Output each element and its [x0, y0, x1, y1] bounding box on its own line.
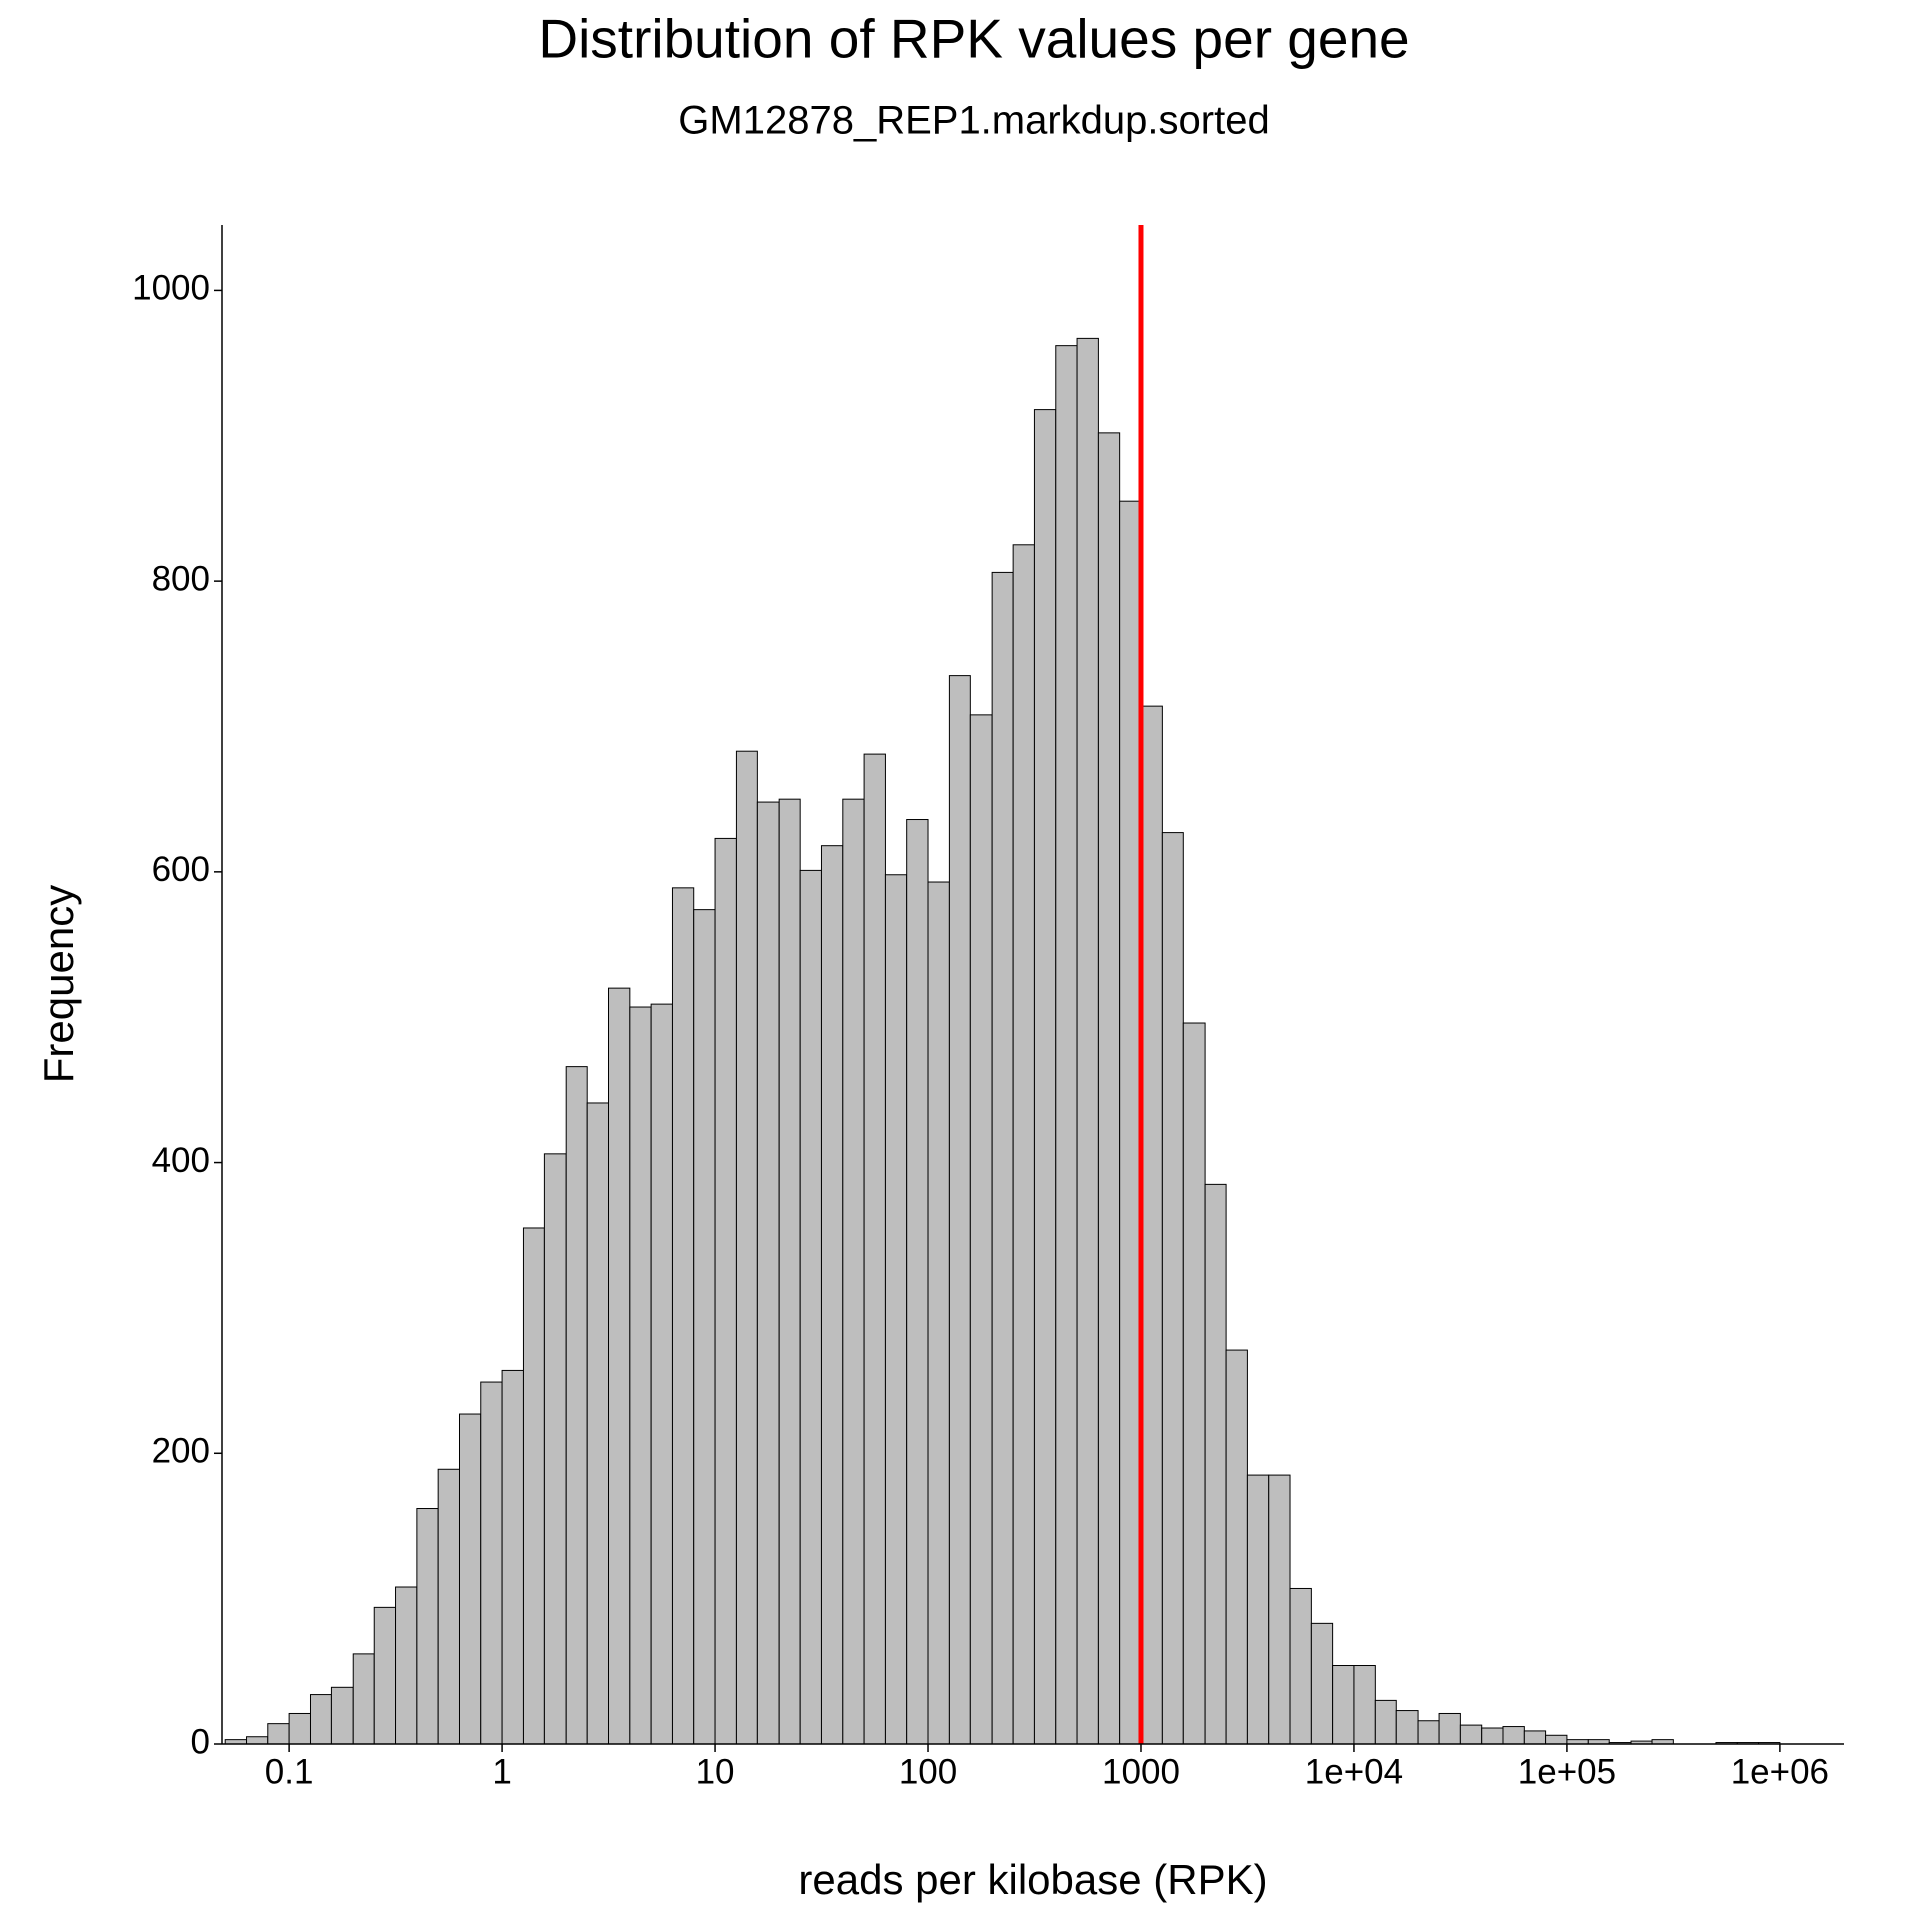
bar: [778, 798, 801, 1745]
bar: [820, 845, 844, 1745]
bar: [309, 1694, 332, 1745]
bar: [1268, 1474, 1291, 1745]
bar: [246, 1736, 269, 1745]
x-tick-label: 1000: [1102, 1752, 1180, 1791]
bar: [458, 1413, 482, 1745]
bar: [1481, 1727, 1504, 1745]
y-tick-label: 200: [152, 1432, 210, 1471]
bar: [565, 1066, 588, 1745]
bar: [1310, 1622, 1334, 1745]
x-tick-label: 100: [899, 1752, 957, 1791]
bar: [373, 1606, 397, 1745]
y-tick-label: 0: [191, 1722, 210, 1761]
bar: [629, 1006, 652, 1745]
bar: [969, 714, 993, 1745]
y-tick-label: 400: [152, 1141, 210, 1180]
bar: [948, 675, 971, 1745]
x-tick-label: 1: [492, 1752, 511, 1791]
bar: [884, 874, 908, 1745]
bar: [501, 1369, 524, 1745]
bar: [352, 1653, 375, 1745]
bar: [1459, 1724, 1483, 1745]
bar: [1140, 705, 1163, 1745]
bar: [863, 753, 886, 1745]
chart-subtitle: GM12878_REP1.markdup.sorted: [678, 99, 1269, 143]
bar: [1374, 1699, 1397, 1745]
bar: [1395, 1710, 1419, 1745]
bar: [1523, 1730, 1547, 1745]
bar: [1182, 1022, 1206, 1745]
bar: [395, 1586, 418, 1745]
bar: [608, 987, 631, 1745]
chart-title: Distribution of RPK values per gene: [538, 8, 1409, 70]
bar: [543, 1153, 567, 1745]
bar: [480, 1381, 503, 1745]
bar: [1438, 1712, 1461, 1745]
bar: [1076, 337, 1099, 1745]
bar: [1204, 1183, 1227, 1745]
x-tick-label: 1e+06: [1731, 1752, 1829, 1791]
bar: [906, 819, 929, 1745]
bar: [1246, 1474, 1270, 1745]
y-axis-label: Frequency: [35, 885, 82, 1083]
bar: [1289, 1587, 1312, 1745]
bar: [1353, 1665, 1376, 1745]
bar: [1055, 345, 1078, 1745]
bar: [693, 909, 716, 1745]
bar: [522, 1227, 545, 1745]
bar: [991, 571, 1014, 1745]
bar: [1417, 1720, 1440, 1745]
y-tick-label: 800: [152, 559, 210, 598]
bar: [1119, 500, 1142, 1745]
bar: [650, 1003, 673, 1745]
bar: [927, 881, 950, 1745]
x-axis-label: reads per kilobase (RPK): [798, 1856, 1267, 1903]
bar: [799, 869, 822, 1745]
bar: [756, 801, 780, 1745]
y-tick-label: 600: [152, 850, 210, 889]
bar: [1502, 1726, 1525, 1745]
bar: [1332, 1665, 1355, 1745]
bar: [1033, 409, 1057, 1745]
x-tick-label: 10: [696, 1752, 735, 1791]
bar: [671, 887, 695, 1745]
bar: [330, 1686, 354, 1745]
bar: [1225, 1349, 1248, 1745]
bar: [1161, 832, 1184, 1745]
bar: [586, 1102, 610, 1745]
x-tick-label: 0.1: [265, 1752, 314, 1791]
bar: [1097, 432, 1121, 1745]
bar: [267, 1723, 290, 1745]
x-tick-label: 1e+04: [1305, 1752, 1403, 1791]
bar: [714, 837, 737, 1745]
bar: [288, 1712, 311, 1745]
y-tick-label: 1000: [132, 269, 210, 308]
bar: [842, 798, 865, 1745]
bar: [437, 1468, 460, 1745]
bar: [1545, 1734, 1568, 1745]
bar: [735, 750, 758, 1745]
x-tick-label: 1e+05: [1518, 1752, 1616, 1791]
bar: [416, 1508, 439, 1745]
bar: [1012, 544, 1035, 1745]
